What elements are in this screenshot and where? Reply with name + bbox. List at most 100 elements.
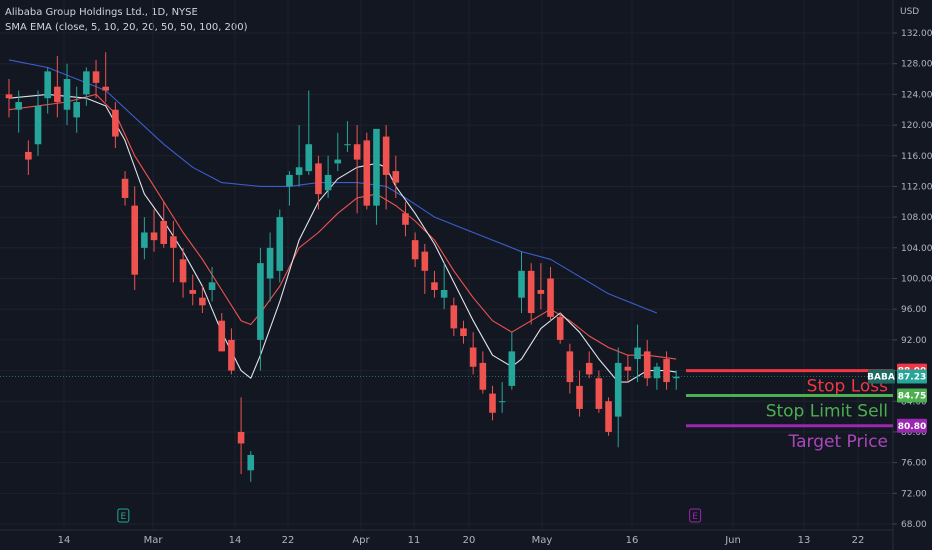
date-tick-label: Jun bbox=[724, 535, 741, 546]
candle bbox=[624, 355, 632, 383]
date-tick-label: 13 bbox=[798, 535, 811, 546]
candle-body bbox=[179, 259, 187, 283]
candle-body bbox=[83, 71, 90, 95]
candle-body bbox=[25, 151, 32, 160]
candle-body bbox=[450, 305, 458, 329]
candle bbox=[218, 313, 226, 352]
price-axis-background bbox=[894, 0, 932, 550]
candle bbox=[170, 220, 177, 283]
candle bbox=[247, 451, 255, 482]
candle-body bbox=[566, 351, 574, 383]
candle-body bbox=[218, 320, 226, 352]
candle-body bbox=[353, 144, 361, 160]
candle-body bbox=[63, 79, 71, 110]
candle-body bbox=[73, 102, 80, 118]
candle bbox=[373, 128, 380, 225]
candle bbox=[653, 362, 661, 390]
date-tick-label: 20 bbox=[463, 535, 476, 546]
candle-body bbox=[518, 270, 525, 298]
candle-body bbox=[324, 174, 332, 191]
candle-body bbox=[556, 316, 564, 340]
symbol-title: Alibaba Group Holdings Ltd., 1D, NYSE bbox=[5, 7, 198, 18]
candle bbox=[276, 209, 284, 283]
price-tick-label: 120.00 bbox=[901, 121, 932, 131]
candle bbox=[460, 320, 467, 344]
candle-body bbox=[344, 144, 351, 146]
ema-line-red bbox=[8, 93, 677, 360]
candle bbox=[363, 132, 371, 210]
earnings-marker[interactable] bbox=[117, 508, 130, 523]
candle bbox=[237, 397, 245, 475]
date-tick-label: 14 bbox=[58, 535, 71, 546]
candle-body bbox=[643, 351, 651, 379]
candle bbox=[392, 155, 400, 198]
candle bbox=[334, 132, 342, 172]
candle bbox=[315, 155, 322, 210]
price-tick-label: 68.00 bbox=[901, 520, 927, 530]
candle bbox=[92, 59, 100, 99]
candle bbox=[189, 274, 197, 306]
candle-body bbox=[237, 431, 245, 444]
candle bbox=[431, 270, 438, 298]
candle-body bbox=[585, 362, 593, 375]
candle bbox=[295, 125, 303, 187]
candle bbox=[112, 102, 119, 149]
candle-body bbox=[189, 290, 197, 294]
candle-body bbox=[605, 401, 612, 432]
candle bbox=[440, 263, 448, 310]
candle bbox=[605, 397, 612, 436]
candle bbox=[160, 201, 168, 248]
candle-body bbox=[672, 376, 680, 379]
candle bbox=[402, 201, 409, 237]
stop-limit-sell-price-badge bbox=[897, 388, 927, 403]
price-tick-label: 132.00 bbox=[901, 29, 932, 39]
date-tick-label: 14 bbox=[229, 535, 242, 546]
candle bbox=[556, 313, 564, 344]
candle bbox=[498, 382, 506, 413]
candle bbox=[585, 351, 593, 379]
candle bbox=[672, 370, 680, 390]
moving-averages bbox=[8, 59, 677, 383]
candle bbox=[411, 232, 419, 267]
date-tick-label: 16 bbox=[626, 535, 639, 546]
candle-body bbox=[595, 378, 603, 409]
candle-body bbox=[305, 144, 313, 172]
price-levels: Stop Loss88.00Stop Limit Sell84.75Target… bbox=[0, 363, 927, 452]
candle-body bbox=[160, 220, 168, 244]
candle bbox=[305, 90, 313, 175]
candle bbox=[382, 125, 390, 210]
candle bbox=[595, 370, 603, 413]
target-price-label: Target Price bbox=[788, 432, 888, 452]
price-axis: 68.0072.0076.0080.0084.0088.0092.0096.00… bbox=[892, 0, 932, 550]
candle bbox=[15, 90, 22, 133]
price-tick-label: 96.00 bbox=[901, 305, 927, 315]
candle-body bbox=[508, 351, 516, 386]
candle bbox=[83, 67, 90, 106]
candle-body bbox=[653, 366, 661, 379]
candlestick-series bbox=[5, 52, 680, 482]
candle bbox=[257, 247, 264, 371]
candle bbox=[228, 328, 235, 375]
candle bbox=[450, 297, 458, 337]
earnings-marker[interactable] bbox=[689, 508, 702, 523]
indicator-title: SMA EMA (close, 5, 10, 20, 20, 50, 50, 1… bbox=[5, 22, 248, 33]
price-tick-label: 116.00 bbox=[901, 152, 932, 162]
candle-body bbox=[363, 140, 371, 206]
date-tick-label: 11 bbox=[408, 535, 421, 546]
candle-body bbox=[315, 163, 322, 195]
candle bbox=[479, 351, 487, 394]
price-tick-label: 92.00 bbox=[901, 336, 927, 346]
candle-body bbox=[141, 232, 148, 248]
candle bbox=[614, 347, 622, 448]
candle-body bbox=[34, 105, 42, 145]
candle bbox=[547, 266, 554, 321]
candle bbox=[421, 243, 429, 294]
currency-label: USD bbox=[900, 7, 919, 17]
symbol-badge-text: BABA bbox=[867, 372, 895, 382]
price-tick-label: 124.00 bbox=[901, 90, 932, 100]
target-price-badge-text: 80.80 bbox=[898, 422, 926, 432]
candle-body bbox=[634, 347, 641, 360]
candle-body bbox=[663, 359, 670, 383]
